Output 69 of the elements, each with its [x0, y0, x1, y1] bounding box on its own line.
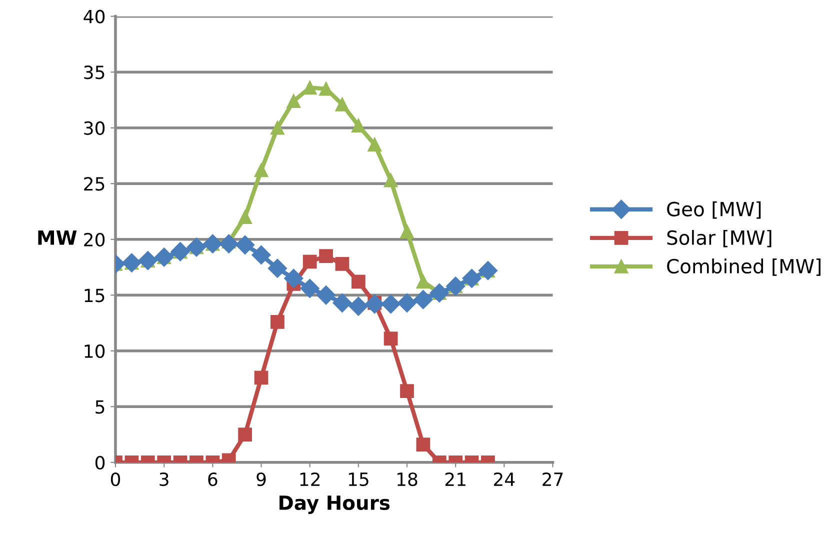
x-axis-title: Day Hours: [280, 496, 390, 514]
point: [332, 293, 352, 312]
point: [319, 249, 333, 264]
y-tick-label: 20: [84, 232, 105, 246]
legend-label: Geo [MW]: [667, 201, 761, 219]
y-tick-label: 0: [95, 456, 105, 470]
y-tick-label: 10: [84, 344, 105, 358]
point: [236, 235, 255, 254]
point: [300, 278, 320, 298]
point: [138, 251, 158, 270]
y-axis-title: MW: [38, 230, 77, 245]
y-tick-label: 30: [84, 121, 105, 135]
point: [416, 274, 430, 289]
x-tick-label: 6: [208, 472, 218, 486]
y-tick-label: 25: [84, 177, 104, 191]
point: [446, 276, 466, 296]
point: [430, 283, 449, 302]
point: [254, 163, 268, 178]
point: [154, 248, 174, 267]
x-tick-label: 0: [110, 472, 120, 486]
point: [284, 268, 304, 288]
x-tick-label: 15: [348, 472, 368, 486]
point: [302, 80, 317, 95]
point: [351, 118, 366, 133]
point: [397, 293, 417, 312]
point: [316, 286, 336, 305]
point: [254, 370, 268, 385]
point: [351, 274, 366, 289]
point: [252, 245, 271, 265]
x-tick-label: 18: [397, 472, 418, 486]
x-tick-label: 12: [300, 472, 320, 486]
point: [268, 258, 287, 278]
point: [219, 234, 238, 254]
point: [381, 294, 400, 314]
point: [335, 97, 350, 112]
point: [186, 238, 206, 257]
point: [384, 173, 398, 188]
point: [302, 254, 317, 269]
point: [400, 224, 414, 238]
point: [368, 138, 382, 152]
point: [238, 210, 252, 224]
y-tick-label: 35: [84, 66, 104, 80]
point: [270, 120, 284, 135]
point: [416, 438, 430, 452]
x-tick-label: 27: [542, 472, 563, 486]
x-tick-label: 21: [445, 472, 466, 486]
point: [270, 314, 284, 329]
point: [348, 296, 368, 316]
point: [170, 242, 190, 262]
point: [478, 261, 498, 280]
point: [286, 94, 301, 108]
x-tick-label: 3: [160, 472, 168, 486]
point: [462, 268, 482, 288]
legend-label: Combined [MW]: [667, 258, 820, 276]
y-tick-label: 5: [96, 400, 104, 414]
point: [414, 290, 433, 310]
x-tick-label: 9: [256, 472, 266, 486]
point: [365, 294, 384, 314]
point: [122, 253, 142, 272]
point: [238, 428, 252, 442]
point: [319, 82, 333, 96]
y-tick-label: 40: [84, 10, 105, 24]
x-tick-label: 24: [494, 472, 515, 486]
point: [384, 332, 398, 346]
point: [400, 384, 414, 398]
point: [203, 234, 222, 254]
y-tick-label: 15: [84, 288, 104, 302]
legend-label: Solar [MW]: [667, 230, 772, 248]
point: [335, 256, 350, 271]
